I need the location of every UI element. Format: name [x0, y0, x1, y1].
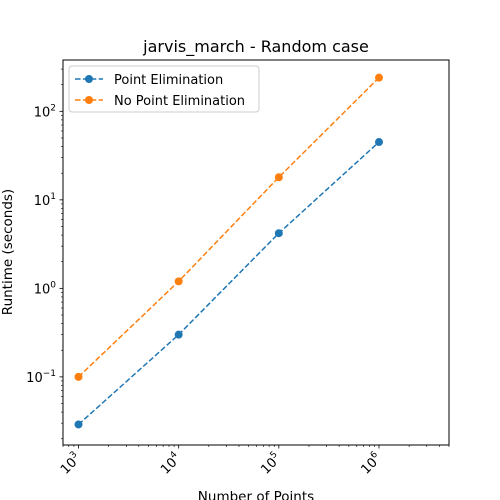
data-point-point-elimination — [374, 138, 383, 147]
data-point-point-elimination — [174, 330, 183, 339]
chart-title: jarvis_march - Random case — [142, 37, 369, 57]
legend-marker-no-point-elimination — [85, 96, 93, 104]
legend-entry: No Point Elimination — [75, 94, 245, 109]
data-point-no-point-elimination — [274, 173, 283, 182]
y-tick-label: 100 — [34, 280, 57, 297]
legend-box — [68, 65, 260, 113]
data-point-point-elimination — [274, 229, 283, 238]
legend-entry: Point Elimination — [75, 73, 223, 88]
data-point-no-point-elimination — [174, 277, 183, 286]
y-tick-label: 101 — [34, 192, 56, 209]
legend-label: Point Elimination — [114, 73, 223, 88]
data-point-point-elimination — [74, 420, 83, 429]
legend-marker-point-elimination — [85, 75, 93, 83]
data-point-no-point-elimination — [374, 73, 383, 82]
x-axis-label: Number of Points — [198, 489, 314, 500]
series-line-point-elimination — [78, 141, 380, 426]
data-point-no-point-elimination — [74, 372, 83, 381]
y-tick-label: 10−1 — [26, 369, 56, 386]
series-layer — [74, 73, 383, 429]
series-line-no-point-elimination — [77, 77, 380, 378]
plot-area-frame — [62, 59, 450, 446]
legend: Point Elimination No Point Elimination — [68, 65, 260, 113]
y-tick-label: 102 — [34, 103, 56, 120]
legend-label: No Point Elimination — [114, 94, 245, 109]
x-axis-ticks: 103 104 105 106 — [58, 445, 381, 478]
y-axis-ticks: 10−1 100 101 102 — [26, 103, 63, 386]
y-axis-label: Runtime (seconds) — [0, 189, 16, 315]
